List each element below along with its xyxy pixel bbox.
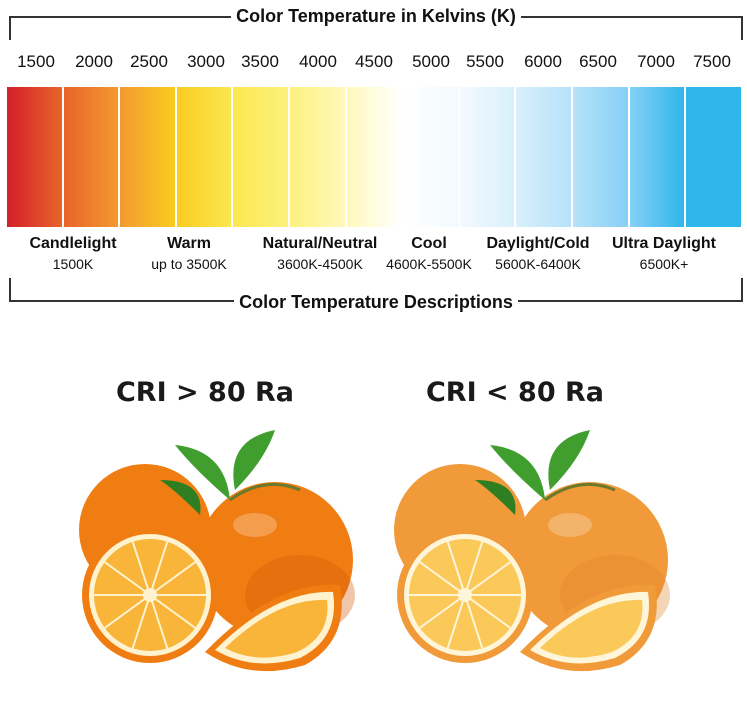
desc-range: 3600K-4500K	[277, 256, 363, 272]
kelvin-tick-label: 5500	[466, 52, 504, 71]
spectrum-band	[346, 87, 404, 227]
desc-range: up to 3500K	[151, 256, 227, 272]
description-title: Color Temperature Descriptions	[234, 292, 518, 312]
desc-name: Candlelight	[29, 235, 117, 252]
desc-name: Ultra Daylight	[611, 235, 717, 252]
desc-natural-neutral: Natural/Neutral 3600K-4500K	[263, 235, 378, 273]
kelvin-tick-label: 5000	[412, 52, 450, 71]
desc-range: 6500K+	[639, 256, 689, 272]
kelvin-tick-label: 4500	[355, 52, 393, 71]
kelvin-tick-label: 6000	[524, 52, 562, 71]
spectrum-band	[63, 87, 121, 227]
leaf	[548, 430, 590, 490]
desc-daylight-cold: Daylight/Cold 5600K-6400K	[486, 235, 589, 273]
kelvin-title: Color Temperature in Kelvins (K)	[231, 6, 521, 26]
orange-wedge-flesh	[540, 599, 643, 658]
segment-line	[464, 594, 511, 629]
spectrum-band	[7, 87, 64, 227]
segment-line	[419, 594, 466, 629]
orange-highlight	[233, 513, 277, 537]
leaf	[475, 480, 516, 515]
desc-name: Natural/Neutral	[262, 235, 378, 252]
segment-line	[131, 594, 151, 649]
segment-line	[131, 541, 151, 596]
spectrum-band	[120, 87, 177, 227]
spectrum-band	[573, 87, 630, 227]
kelvin-tick-label: 3000	[187, 52, 225, 71]
color-spectrum-bar	[7, 87, 741, 227]
segment-line	[446, 594, 466, 649]
spectrum-band	[459, 87, 517, 227]
segment-line	[149, 594, 169, 649]
leaf	[160, 480, 201, 515]
desc-range: 1500K	[52, 256, 94, 272]
desc-ultra-daylight: Ultra Daylight 6500K+	[612, 235, 716, 273]
kelvin-tick-label: 2000	[75, 52, 113, 71]
desc-name: Cool	[411, 235, 447, 252]
segment-line	[149, 561, 196, 596]
description-bracket: Color Temperature Descriptions	[9, 278, 743, 312]
desc-name: Daylight/Cold	[486, 235, 590, 252]
leaf	[233, 430, 275, 490]
kelvin-tick-label: 1500	[17, 52, 55, 71]
segment-line	[464, 594, 484, 649]
segment-line	[419, 561, 466, 596]
desc-name: Warm	[167, 235, 211, 252]
segment-line	[464, 561, 511, 596]
desc-candlelight: Candlelight 1500K	[29, 235, 116, 273]
leaf	[490, 445, 545, 500]
desc-cool: Cool 4600K-5500K	[386, 235, 472, 273]
segment-line	[104, 594, 151, 629]
kelvin-bracket: Color Temperature in Kelvins (K)	[9, 6, 743, 40]
segment-line	[464, 541, 484, 596]
stem	[544, 482, 616, 502]
half-orange-core	[143, 588, 157, 602]
cri-low-label: CRI < 80 Ra	[425, 377, 605, 408]
kelvin-tick-label: 7000	[637, 52, 675, 71]
segment-line	[446, 541, 466, 596]
kelvin-tick-label: 6500	[579, 52, 617, 71]
kelvin-tick-label: 2500	[130, 52, 168, 71]
kelvin-tick-label: 4000	[299, 52, 337, 71]
spectrum-band	[629, 87, 687, 227]
orange-image	[79, 430, 355, 672]
segment-line	[149, 541, 169, 596]
orange-highlight	[548, 513, 592, 537]
spectrum-band	[290, 87, 347, 227]
segment-line	[104, 561, 151, 596]
kelvin-tick-label: 3500	[241, 52, 279, 71]
spectrum-band	[403, 87, 460, 227]
spectrum-band	[516, 87, 574, 227]
oranges-low-cri	[394, 430, 670, 672]
spectrum-band	[686, 87, 741, 227]
oranges-high-cri	[79, 430, 355, 672]
orange-wedge-flesh	[225, 599, 328, 658]
desc-warm: Warm up to 3500K	[151, 235, 227, 273]
segment-line	[149, 594, 196, 629]
spectrum-band	[176, 87, 234, 227]
desc-range: 5600K-6400K	[495, 256, 581, 272]
spectrum-band	[233, 87, 291, 227]
kelvin-tick-label: 7500	[693, 52, 731, 71]
half-orange-core	[458, 588, 472, 602]
stem	[229, 482, 301, 502]
cri-high-label: CRI > 80 Ra	[115, 377, 295, 408]
orange-image	[394, 430, 670, 672]
desc-range: 4600K-5500K	[386, 256, 472, 272]
leaf	[175, 445, 230, 500]
